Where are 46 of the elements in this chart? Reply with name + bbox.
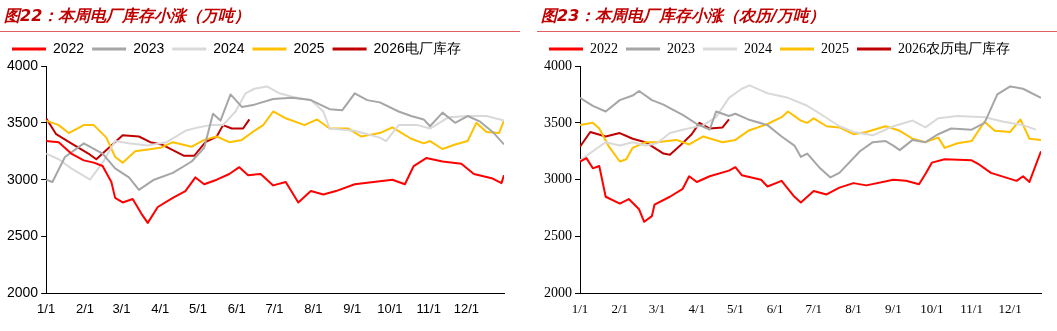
chart-title: 图23：本周电厂库存小涨（农历/万吨）: [537, 0, 1057, 32]
x-tick-label: 11/1: [960, 300, 983, 316]
legend-label: 2024: [213, 39, 245, 56]
x-tick-label: 11/1: [416, 300, 441, 316]
chart-title: 图22：本周电厂库存小涨（万吨）: [0, 0, 520, 32]
x-tick-label: 6/1: [227, 300, 246, 316]
x-tick-label: 7/1: [265, 300, 284, 316]
legend-label: 2024: [744, 40, 772, 56]
x-tick-label: 8/1: [304, 300, 323, 316]
y-tick-label: 2500: [544, 228, 572, 244]
y-tick-label: 2500: [6, 227, 39, 244]
x-tick-label: 4/1: [688, 300, 706, 316]
x-tick-label: 1/1: [571, 300, 589, 316]
legend-label: 2022: [590, 40, 618, 56]
x-tick-label: 3/1: [648, 300, 666, 316]
x-tick-label: 5/1: [188, 300, 207, 316]
x-tick-label: 10/1: [377, 300, 403, 316]
x-tick-label: 1/1: [37, 300, 56, 316]
legend-label: 2022: [53, 39, 85, 56]
x-tick-label: 7/1: [805, 300, 823, 316]
y-tick-label: 2000: [6, 284, 39, 301]
y-tick-label: 3500: [6, 113, 39, 130]
x-tick-label: 9/1: [885, 300, 902, 316]
x-tick-label: 2/1: [75, 300, 95, 316]
legend-label: 2025: [293, 39, 325, 56]
x-tick-label: 8/1: [845, 300, 862, 316]
x-tick-label: 5/1: [727, 300, 744, 316]
y-tick-label: 2000: [544, 285, 572, 301]
y-tick-label: 3000: [544, 171, 572, 187]
y-tick-label: 4000: [6, 56, 39, 73]
legend-label: 2023: [667, 40, 695, 56]
x-tick-label: 2/1: [611, 300, 629, 316]
x-tick-label: 9/1: [343, 300, 362, 316]
x-tick-label: 10/1: [920, 300, 944, 316]
y-tick-label: 4000: [544, 57, 572, 73]
x-tick-label: 12/1: [453, 300, 480, 316]
x-tick-label: 12/1: [998, 300, 1022, 316]
legend-label: 2026农历电厂库存: [898, 40, 1010, 56]
y-tick-label: 3000: [6, 170, 39, 187]
y-tick-label: 3500: [544, 114, 572, 130]
x-tick-label: 3/1: [112, 300, 131, 316]
legend-label: 2025: [821, 40, 849, 56]
legend-label: 2026电厂库存: [373, 39, 461, 56]
x-tick-label: 4/1: [151, 300, 170, 316]
legend-label: 2023: [133, 39, 165, 56]
x-tick-label: 6/1: [766, 300, 784, 316]
